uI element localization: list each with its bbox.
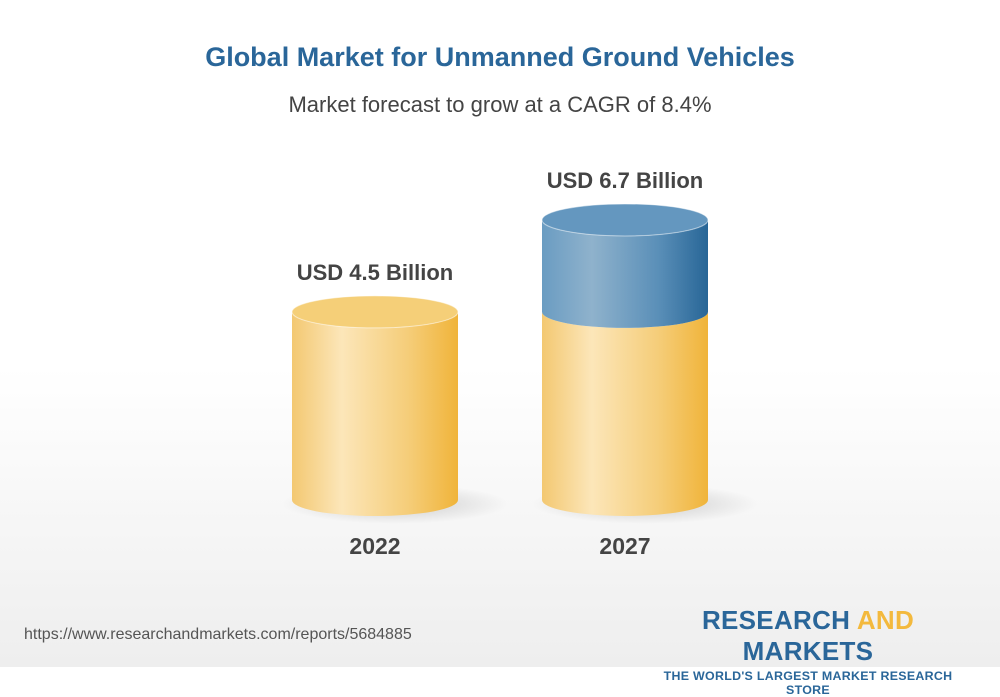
cylinder-top: [541, 203, 709, 237]
category-label: 2022: [349, 533, 400, 559]
chart-title: Global Market for Unmanned Ground Vehicl…: [205, 42, 795, 72]
research-and-markets-logo: RESEARCH AND MARKETS THE WORLD'S LARGEST…: [640, 605, 976, 697]
data-label: USD 4.5 Billion: [297, 260, 453, 285]
data-label: USD 6.7 Billion: [547, 168, 703, 193]
logo-tagline: THE WORLD'S LARGEST MARKET RESEARCH STOR…: [663, 669, 953, 697]
category-label: 2027: [599, 533, 650, 559]
logo-text: RESEARCH: [701, 605, 851, 635]
source-url[interactable]: https://www.researchandmarkets.com/repor…: [24, 626, 412, 643]
cylinder-base-segment: [542, 311, 708, 516]
cylinder-chart: USD 4.5 Billion 2022 USD 6.7 Billion 2027: [282, 168, 758, 559]
logo-text: MARKETS: [742, 636, 874, 666]
cylinder-growth-segment: [542, 219, 708, 328]
logo-text: AND: [856, 605, 915, 635]
cylinder-base-segment: [292, 311, 458, 516]
cylinder-top: [291, 295, 459, 329]
chart-subtitle: Market forecast to grow at a CAGR of 8.4…: [288, 92, 712, 117]
